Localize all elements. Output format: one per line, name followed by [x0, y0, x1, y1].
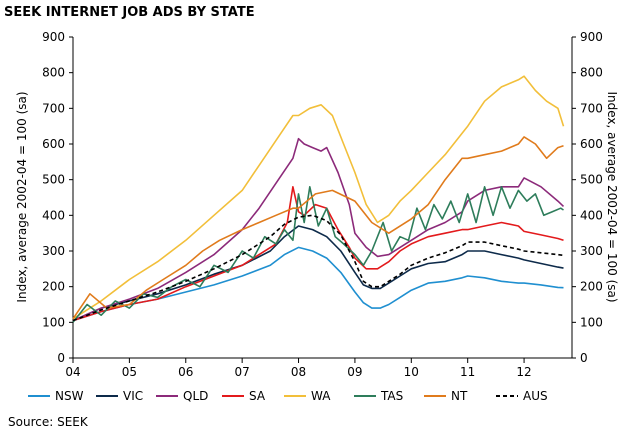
y-axis-left: 0 100 200 300 400 500 600 700 800 900 — [42, 30, 73, 365]
y-axis-right-label: Index, average 2002-04 = 100 (sa) — [605, 91, 619, 302]
x-tick-label: 06 — [178, 365, 193, 379]
y-tick-label-right: 800 — [580, 66, 603, 80]
series-line-qld — [72, 137, 565, 322]
legend-label-sa: SA — [249, 389, 266, 403]
series-line-wa — [72, 75, 565, 320]
series-line-nt — [72, 136, 564, 320]
y-tick-label-right: 600 — [580, 137, 603, 151]
y-tick-label-right: 900 — [580, 30, 603, 44]
x-tick-label: 10 — [404, 365, 419, 379]
y-tick-label-left: 500 — [42, 173, 65, 187]
y-tick-label-right: 0 — [580, 351, 588, 365]
x-tick-label: 07 — [235, 365, 250, 379]
legend-label-aus: AUS — [523, 389, 548, 403]
legend: NSW VIC QLD SA WA TAS NT AUS — [28, 389, 548, 403]
y-tick-label-left: 800 — [42, 66, 65, 80]
x-tick-label: 05 — [122, 365, 137, 379]
chart-title: SEEK INTERNET JOB ADS BY STATE — [4, 5, 255, 20]
series-line-aus — [72, 214, 564, 322]
legend-label-nsw: NSW — [55, 389, 84, 403]
y-axis-left-label: Index, average 2002-04 = 100 (sa) — [15, 91, 29, 302]
y-tick-label-left: 400 — [42, 208, 65, 222]
y-tick-label-left: 100 — [42, 315, 65, 329]
series-line-vic — [72, 225, 564, 322]
x-tick-label: 08 — [291, 365, 306, 379]
y-tick-label-right: 500 — [580, 173, 603, 187]
y-tick-label-right: 100 — [580, 315, 603, 329]
y-tick-label-right: 400 — [580, 208, 603, 222]
y-tick-label-left: 300 — [42, 244, 65, 258]
series-line-tas — [72, 186, 564, 323]
y-tick-label-left: 700 — [42, 101, 65, 115]
legend-label-qld: QLD — [183, 389, 208, 403]
legend-label-vic: VIC — [123, 389, 143, 403]
plot-frame — [72, 37, 573, 359]
y-tick-label-left: 0 — [57, 351, 65, 365]
series-lines — [72, 75, 565, 323]
x-tick-label: 09 — [347, 365, 362, 379]
y-tick-label-left: 600 — [42, 137, 65, 151]
x-tick-label: 12 — [516, 365, 531, 379]
y-tick-label-right: 200 — [580, 280, 603, 294]
y-tick-label-left: 200 — [42, 280, 65, 294]
y-axis-right: 0 100 200 300 400 500 600 700 800 900 — [572, 30, 603, 365]
x-tick-label: 04 — [65, 365, 80, 379]
series-line-nsw — [72, 246, 564, 322]
y-tick-label-right: 300 — [580, 244, 603, 258]
legend-label-tas: TAS — [380, 389, 403, 403]
legend-label-nt: NT — [451, 389, 468, 403]
y-tick-label-right: 700 — [580, 101, 603, 115]
legend-label-wa: WA — [311, 389, 331, 403]
x-tick-label: 11 — [460, 365, 475, 379]
y-tick-label-left: 900 — [42, 30, 65, 44]
x-axis: 04 05 06 07 08 09 10 11 12 — [65, 358, 532, 379]
source-note: Source: SEEK — [8, 415, 89, 429]
